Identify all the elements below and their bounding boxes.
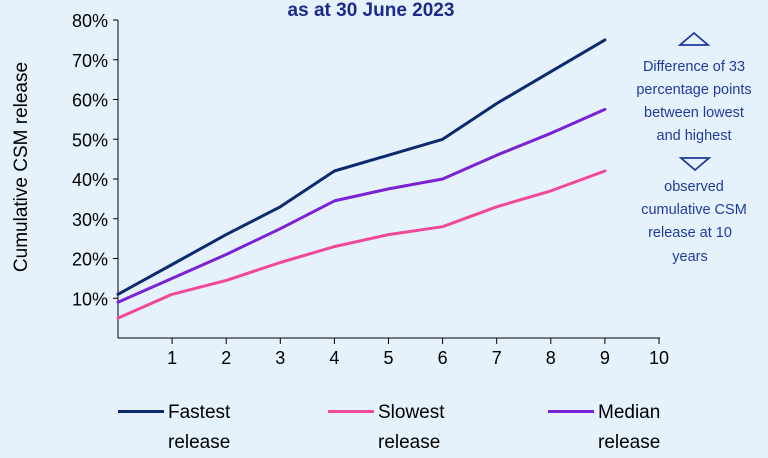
series-line-slowest xyxy=(116,169,607,320)
y-tick-label: 40% xyxy=(72,170,108,190)
down-triangle-icon xyxy=(678,157,712,172)
annotation-line-2: percentage points xyxy=(636,82,751,98)
y-tick-label: 70% xyxy=(72,51,108,71)
annotation-line-6: cumulative CSM xyxy=(641,202,747,218)
legend-label-slowest: Slowest release xyxy=(378,402,445,453)
y-tick-label: 80% xyxy=(72,11,108,31)
x-tick-label: 9 xyxy=(600,348,610,368)
x-tick-label: 6 xyxy=(438,348,448,368)
x-tick-label: 3 xyxy=(275,348,285,368)
annotation-line-8: years xyxy=(672,249,707,265)
series-line-median xyxy=(116,107,607,304)
annotation-line-1: Difference of 33 xyxy=(643,59,745,75)
legend-swatch-slowest xyxy=(328,410,374,413)
x-tick-label: 1 xyxy=(167,348,177,368)
x-tick-label: 4 xyxy=(329,348,339,368)
annotation-line-4: and highest xyxy=(657,128,732,144)
legend-label-fastest: Fastest release xyxy=(168,402,231,453)
legend-swatch-median xyxy=(548,410,594,413)
x-tick-label: 10 xyxy=(649,348,669,368)
y-tick-label: 10% xyxy=(72,289,108,309)
y-axis-label: Cumulative CSM release xyxy=(11,62,32,272)
x-tick-label: 2 xyxy=(221,348,231,368)
annotation-line-5: observed xyxy=(664,179,724,195)
legend-swatch-fastest xyxy=(118,410,164,413)
y-tick-label: 20% xyxy=(72,250,108,270)
up-triangle-icon xyxy=(677,31,711,46)
y-tick-label: 50% xyxy=(72,130,108,150)
y-tick-label: 60% xyxy=(72,91,108,111)
x-tick-label: 8 xyxy=(546,348,556,368)
annotation-line-3: between lowest xyxy=(644,105,744,121)
annotation-line-7: release at 10 xyxy=(648,225,732,241)
x-tick-label: 5 xyxy=(383,348,393,368)
legend-label-median: Median release xyxy=(598,402,661,453)
series-line-fastest xyxy=(116,38,607,296)
chart-title: as at 30 June 2023 xyxy=(288,0,455,21)
y-tick-label: 30% xyxy=(72,210,108,230)
x-tick-label: 7 xyxy=(492,348,502,368)
